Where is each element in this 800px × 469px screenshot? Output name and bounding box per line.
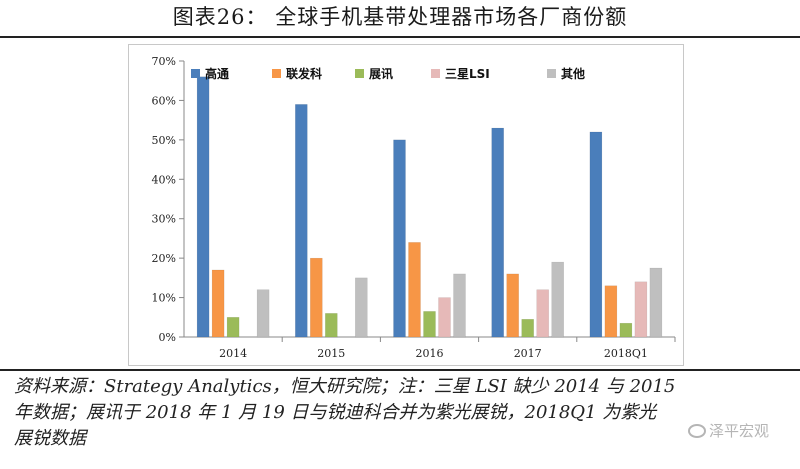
x-tick-label: 2014 xyxy=(219,347,247,360)
bar-高通-2014 xyxy=(196,76,210,338)
y-tick-label: 30% xyxy=(152,213,176,226)
legend-swatch xyxy=(355,69,364,78)
watermark: 泽平宏观 xyxy=(688,420,769,441)
x-tick-label: 2016 xyxy=(416,347,444,360)
x-tick-label: 2015 xyxy=(317,347,345,360)
bar-联发科-2017 xyxy=(506,273,519,338)
y-tick-label: 40% xyxy=(152,173,176,186)
chart-frame: 0% 10% 20% 30% 40% 50% 60% 70% 2014 2015 2016 2017 2… xyxy=(128,44,684,366)
title-rule xyxy=(0,36,800,38)
bar-联发科-2016 xyxy=(408,242,421,338)
legend-label: 高通 xyxy=(205,66,229,81)
bar-其他-2016 xyxy=(453,273,466,338)
y-tick-label: 70% xyxy=(152,55,176,68)
y-tick-label: 50% xyxy=(152,134,176,147)
wechat-icon xyxy=(688,424,706,438)
y-tick-label: 10% xyxy=(152,292,176,305)
bar-三星LSI-2018Q1 xyxy=(634,281,648,338)
bar-展讯-2016 xyxy=(423,311,436,338)
bar-三星LSI-2016 xyxy=(438,297,451,338)
legend-swatch xyxy=(431,69,440,78)
source-rule xyxy=(0,369,800,371)
legend-swatch xyxy=(547,69,556,78)
source-note: 资料来源：Strategy Analytics，恒大研究院；注：三星 LSI 缺… xyxy=(14,374,794,452)
bar-展讯-2015 xyxy=(325,313,338,338)
bar-其他-2018Q1 xyxy=(649,267,663,338)
source-line-2: 年数据；展讯于 2018 年 1 月 19 日与锐迪科合并为紫光展锐，2018Q… xyxy=(14,402,657,423)
bar-高通-2017 xyxy=(491,127,504,338)
watermark-text: 泽平宏观 xyxy=(709,422,770,440)
bar-展讯-2017 xyxy=(521,319,534,338)
y-tick-label: 60% xyxy=(152,94,176,107)
bar-高通-2015 xyxy=(295,104,308,338)
y-tick-label: 20% xyxy=(152,252,176,265)
x-tick-label: 2017 xyxy=(514,347,542,360)
legend-swatch xyxy=(191,69,200,78)
bar-chart: 0% 10% 20% 30% 40% 50% 60% 70% 2014 2015 2016 2017 2… xyxy=(152,55,676,360)
legend-label: 展讯 xyxy=(369,67,393,81)
bar-其他-2017 xyxy=(551,261,564,338)
legend-swatch xyxy=(272,69,281,78)
bar-展讯-2014 xyxy=(226,317,240,338)
source-line-1: 资料来源：Strategy Analytics，恒大研究院；注：三星 LSI 缺… xyxy=(14,376,676,397)
bar-高通-2018Q1 xyxy=(589,131,603,338)
bar-其他-2014 xyxy=(256,289,270,338)
legend-label: 其他 xyxy=(561,66,585,81)
bar-高通-2016 xyxy=(393,139,406,338)
x-tick-label: 2018Q1 xyxy=(604,347,648,360)
bar-三星LSI-2017 xyxy=(536,289,549,338)
y-tick-label: 0% xyxy=(159,331,176,344)
bar-联发科-2015 xyxy=(310,257,323,338)
bar-联发科-2018Q1 xyxy=(604,285,618,338)
legend-label: 三星LSI xyxy=(445,67,490,81)
bar-联发科-2014 xyxy=(211,269,225,338)
bar-其他-2015 xyxy=(355,277,368,338)
bar-展讯-2018Q1 xyxy=(619,322,633,338)
source-line-3: 展锐数据 xyxy=(14,428,86,449)
chart-title: 图表26： 全球手机基带处理器市场各厂商份额 xyxy=(172,5,628,29)
legend-label: 联发科 xyxy=(286,66,322,81)
